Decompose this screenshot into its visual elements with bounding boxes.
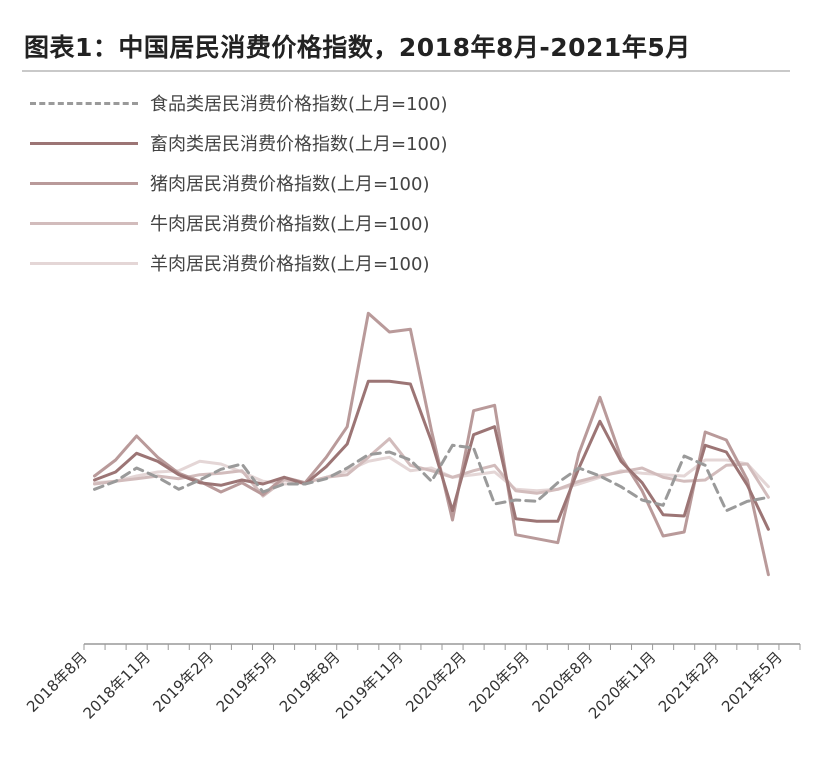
legend-label-food: 食品类居民消费价格指数(上月=100): [150, 94, 448, 115]
legend-swatch-food: [30, 102, 138, 105]
legend-swatch-mutton: [30, 262, 138, 265]
x-tick-label: 2020年5月: [465, 648, 533, 716]
x-tick-label: 2018年8月: [23, 648, 91, 716]
legend-swatch-beef: [30, 222, 138, 225]
x-tick-label: 2019年11月: [332, 648, 406, 722]
x-tick-label: 2019年2月: [149, 648, 217, 716]
chart-title: 图表1：中国居民消费价格指数，2018年8月-2021年5月: [24, 33, 691, 62]
series-line-beef: [93, 437, 770, 499]
legend-label-pork: 猪肉居民消费价格指数(上月=100): [150, 174, 430, 195]
title-divider: [22, 70, 790, 72]
legend-label-mutton: 羊肉居民消费价格指数(上月=100): [150, 254, 430, 275]
x-tick-label: 2020年2月: [402, 648, 470, 716]
x-tick-label: 2019年5月: [213, 648, 281, 716]
legend-swatch-pork: [30, 182, 138, 185]
x-tick-label: 2021年5月: [718, 648, 786, 716]
x-tick-label: 2018年11月: [80, 648, 154, 722]
series-line-food: [93, 443, 770, 513]
x-tick-label: 2021年2月: [655, 648, 723, 716]
x-tick-label: 2019年8月: [276, 648, 344, 716]
x-tick-label: 2020年8月: [529, 648, 597, 716]
legend-label-beef: 牛肉居民消费价格指数(上月=100): [150, 214, 430, 235]
legend-label-livestock-meat: 畜肉类居民消费价格指数(上月=100): [150, 134, 448, 155]
series-line-livestock-meat: [93, 379, 770, 531]
legend-swatch-livestock-meat: [30, 142, 138, 145]
x-tick-label: 2020年11月: [585, 648, 659, 722]
